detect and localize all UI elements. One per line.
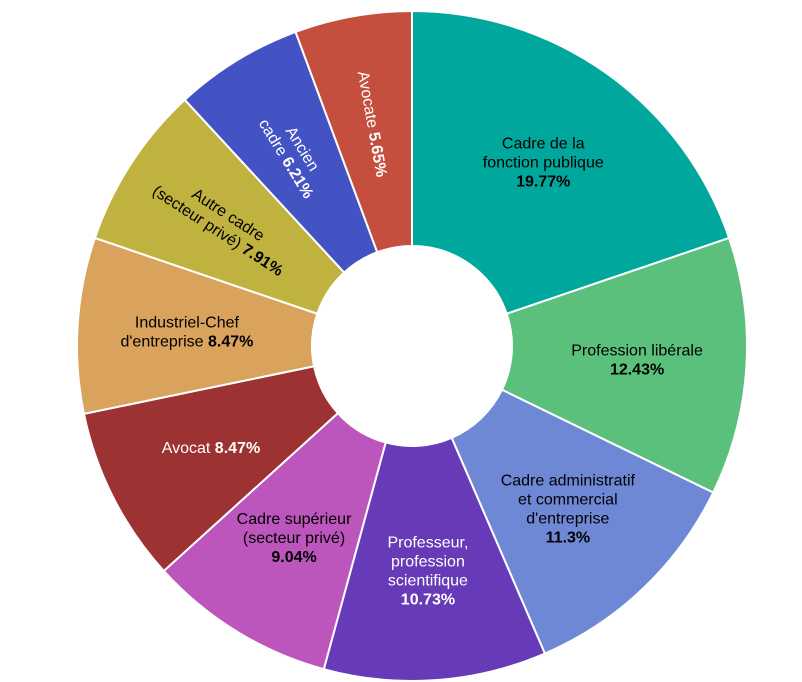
slice-label-text: Cadre administratif et commercial d'entrep… xyxy=(501,472,636,546)
slice-category-text: profession xyxy=(391,553,465,570)
slice-label-professeur-profession-scientifique: Professeur, profession scientifique 10.73% xyxy=(387,534,468,608)
slice-label-cadre-administratif-et-commercial-d-entreprise: Cadre administratif et commercial d'entrep… xyxy=(501,472,636,546)
slice-category-text: fonction publique xyxy=(483,155,604,172)
slice-category-text: Cadre supérieur xyxy=(237,511,352,528)
slice-label-line: Professeur, xyxy=(387,534,468,551)
slice-label-profession-liberale: Profession libérale 12.43% xyxy=(571,343,703,379)
slice-category-text: Profession libérale xyxy=(571,343,703,360)
slice-value: 19.77% xyxy=(516,174,570,191)
slice-label-text: Cadre supérieur (secteur privé) 9.04% xyxy=(237,511,352,566)
slice-value: 11.3% xyxy=(546,529,590,546)
slice-label-line: profession xyxy=(391,553,465,570)
slice-label-line: Cadre administratif xyxy=(501,472,636,489)
slice-avocate xyxy=(294,9,413,254)
slice-label-cadre-de-la-fonction-publique: Cadre de la fonction publique 19.77% xyxy=(483,136,604,191)
labels-layer: Cadre de la fonction publique 19.77% Profes… xyxy=(120,70,703,609)
slice-category-text: et commercial xyxy=(518,491,618,508)
slice-label-text: Cadre de la fonction publique 19.77% xyxy=(483,136,604,191)
slice-label-line: Avocat 8.47% xyxy=(162,440,260,457)
slice-category-text: d'entreprise xyxy=(120,333,203,350)
slice-category-text: Professeur, xyxy=(387,534,468,551)
slice-avocat xyxy=(82,365,340,573)
slice-label-line: scientifique xyxy=(388,572,468,589)
slice-label-line: et commercial xyxy=(518,491,618,508)
slice-category-text: Avocat xyxy=(162,440,211,457)
slice-label-text: Profession libérale 12.43% xyxy=(571,343,703,379)
slice-label-avocat: Avocat 8.47% xyxy=(162,440,260,457)
slice-category-text: scientifique xyxy=(388,572,468,589)
slice-label-text: Professeur, profession scientifique 10.73% xyxy=(387,534,468,608)
slice-label-line: Cadre supérieur xyxy=(237,511,352,528)
slice-label-line: d'entreprise xyxy=(526,510,609,527)
slice-professeur-profession-scientifique xyxy=(322,436,547,682)
slice-value: 8.47% xyxy=(210,440,260,457)
slice-label-line: (secteur privé) xyxy=(243,530,345,547)
slice-category-text: (secteur privé) xyxy=(243,530,345,547)
slice-label-line: Cadre de la xyxy=(502,136,585,153)
slice-label-text: Industriel-Chef d'entreprise 8.47% xyxy=(120,314,253,350)
slice-label-line: Profession libérale xyxy=(571,343,703,360)
slice-label-text: Avocat 8.47% xyxy=(162,440,260,457)
slice-category-text: Industriel-Chef xyxy=(135,314,240,331)
slice-value: 10.73% xyxy=(401,591,455,608)
slice-value: 12.43% xyxy=(610,362,664,379)
slice-cadre-de-la-fonction-publique xyxy=(411,9,731,316)
slice-cadre-superieur-secteur-prive xyxy=(162,411,387,671)
slices-layer xyxy=(76,9,748,682)
slice-label-cadre-superieur-secteur-prive: Cadre supérieur (secteur privé) 9.04% xyxy=(237,511,352,566)
slice-label-industriel-chef-d-entreprise: Industriel-Chef d'entreprise 8.47% xyxy=(120,314,253,350)
slice-category-text: d'entreprise xyxy=(526,510,609,527)
slice-category-text: Cadre administratif xyxy=(501,472,636,489)
slice-label-line: fonction publique xyxy=(483,155,604,172)
slice-category-text: Cadre de la xyxy=(502,136,585,153)
slice-value: 8.47% xyxy=(204,333,254,350)
slice-label-line: Industriel-Chef xyxy=(135,314,240,331)
slice-autre-cadre-secteur-prive xyxy=(93,98,346,316)
slice-value: 9.04% xyxy=(271,549,316,566)
slice-label-line: d'entreprise 8.47% xyxy=(120,333,253,350)
slice-profession-liberale xyxy=(500,236,748,494)
slice-industriel-chef-d-entreprise xyxy=(76,236,319,416)
